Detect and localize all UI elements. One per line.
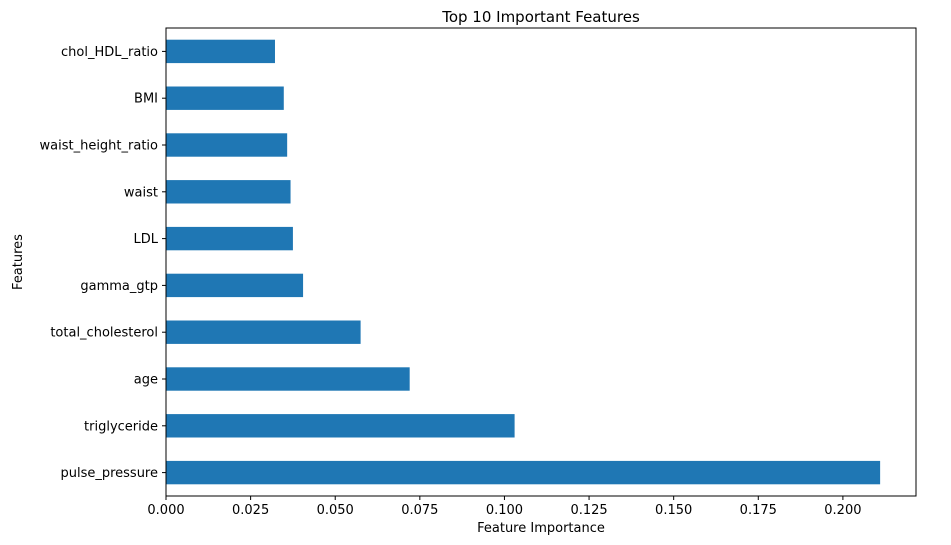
x-axis-ticks: 0.000 0.025 0.050 0.075 0.100 0.125 0.150 0.175… xyxy=(147,496,862,518)
x-tick-label: 0.125 xyxy=(570,503,607,518)
bar-chol-hdl-ratio xyxy=(166,39,275,64)
bar-gamma-gtp xyxy=(166,273,304,298)
bar-pulse-pressure xyxy=(166,460,881,485)
x-tick-label: 0.025 xyxy=(232,503,269,518)
bar-triglyceride xyxy=(166,414,515,438)
y-tick-label: pulse_pressure xyxy=(60,466,158,481)
x-tick-label: 0.075 xyxy=(401,503,438,518)
x-tick-label: 0.000 xyxy=(147,503,184,518)
y-tick-label: triglyceride xyxy=(84,419,158,434)
x-axis-title: Feature Importance xyxy=(477,521,605,536)
chart-title: Top 10 Important Features xyxy=(441,8,640,26)
y-tick-label: chol_HDL_ratio xyxy=(61,45,158,60)
x-tick-label: 0.150 xyxy=(655,503,692,518)
y-tick-label: total_cholesterol xyxy=(50,326,158,341)
x-tick-label: 0.100 xyxy=(486,503,523,518)
y-axis-ticks: pulse_pressure triglyceride age total_chole… xyxy=(40,45,166,481)
y-tick-label: age xyxy=(134,373,158,388)
bar-total-cholesterol xyxy=(166,320,361,344)
x-tick-label: 0.050 xyxy=(317,503,354,518)
y-tick-label: waist_height_ratio xyxy=(40,139,159,154)
bar-bmi xyxy=(166,86,284,110)
bar-age xyxy=(166,367,410,391)
y-tick-label: gamma_gtp xyxy=(80,279,158,294)
bars-group xyxy=(166,39,881,485)
y-tick-label: LDL xyxy=(134,232,159,247)
y-axis-title: Features xyxy=(11,234,26,290)
y-tick-label: waist xyxy=(124,185,158,200)
bar-ldl xyxy=(166,226,293,251)
y-tick-label: BMI xyxy=(134,92,158,107)
x-tick-label: 0.200 xyxy=(824,503,861,518)
bar-waist xyxy=(166,180,291,204)
bar-waist-height-ratio xyxy=(166,133,288,157)
plot-frame xyxy=(165,27,917,497)
x-tick-label: 0.175 xyxy=(740,503,777,518)
